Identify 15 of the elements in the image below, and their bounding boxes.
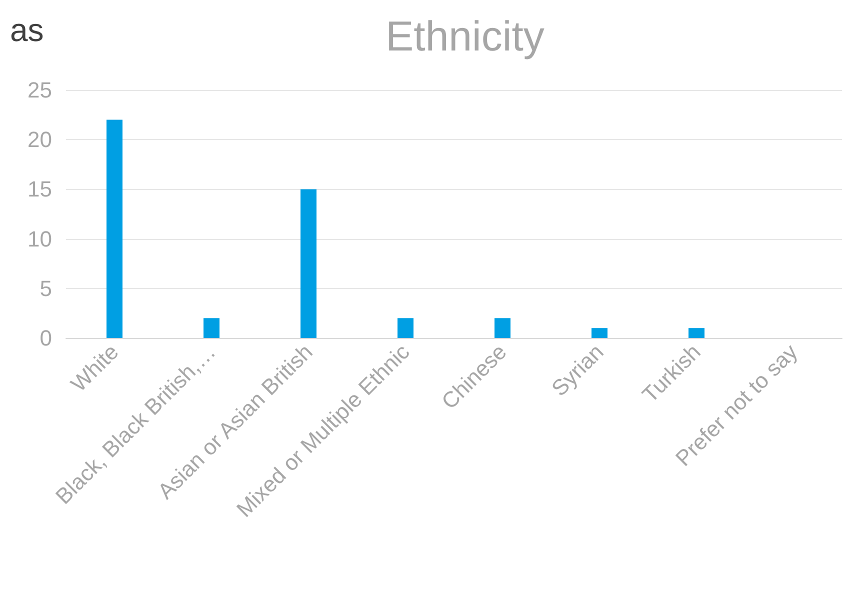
bar [204, 318, 220, 338]
y-tick-label: 0 [40, 326, 52, 350]
bar [300, 189, 316, 338]
y-tick-label: 20 [28, 127, 52, 152]
y-tick-label: 10 [28, 226, 52, 252]
bar [106, 120, 122, 338]
bar [398, 318, 414, 338]
chart-title: Ethnicity [386, 12, 544, 60]
y-tick-label: 25 [28, 78, 52, 102]
bar [592, 328, 608, 338]
bar [494, 318, 510, 338]
bar [688, 328, 704, 338]
y-tick-label: 5 [40, 276, 52, 301]
text: as [10, 12, 44, 48]
y-tick-label: 15 [28, 176, 52, 202]
